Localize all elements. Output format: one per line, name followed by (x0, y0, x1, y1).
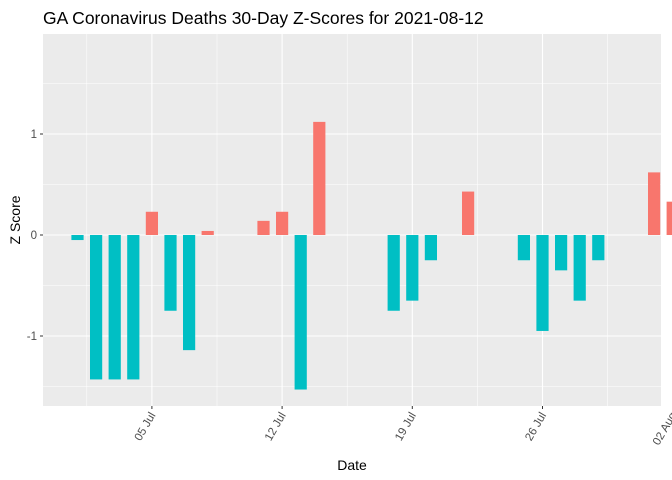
y-axis-label: Z Score (7, 195, 23, 244)
bar-negative (164, 235, 177, 311)
y-tick-label: 1 (31, 129, 37, 141)
bar-negative (127, 235, 140, 380)
bar-negative (183, 235, 196, 351)
bar-negative (592, 235, 605, 261)
bar-negative (555, 235, 568, 271)
bar-negative (108, 235, 121, 380)
bar-negative (294, 235, 307, 390)
bar-negative (90, 235, 103, 380)
bar-positive (257, 220, 270, 235)
y-tick-label: 0 (31, 230, 37, 242)
bar-positive (666, 201, 672, 235)
bar-negative (424, 235, 437, 261)
bar-negative (573, 235, 586, 301)
bar-positive (648, 172, 661, 235)
bar-positive (462, 191, 475, 235)
grid-lines (43, 34, 661, 406)
bar-negative (406, 235, 419, 301)
chart-title: GA Coronavirus Deaths 30-Day Z-Scores fo… (43, 8, 484, 28)
bar-negative (71, 235, 84, 241)
bar-negative (517, 235, 530, 261)
bar-positive (201, 230, 214, 235)
bar-positive (313, 121, 326, 235)
x-axis-label: Date (337, 457, 367, 473)
bar-positive (276, 211, 289, 235)
y-tick-label: -1 (27, 331, 37, 343)
bar-negative (387, 235, 400, 311)
bar-positive (145, 211, 158, 235)
bar-negative (536, 235, 549, 331)
bars (71, 121, 672, 390)
